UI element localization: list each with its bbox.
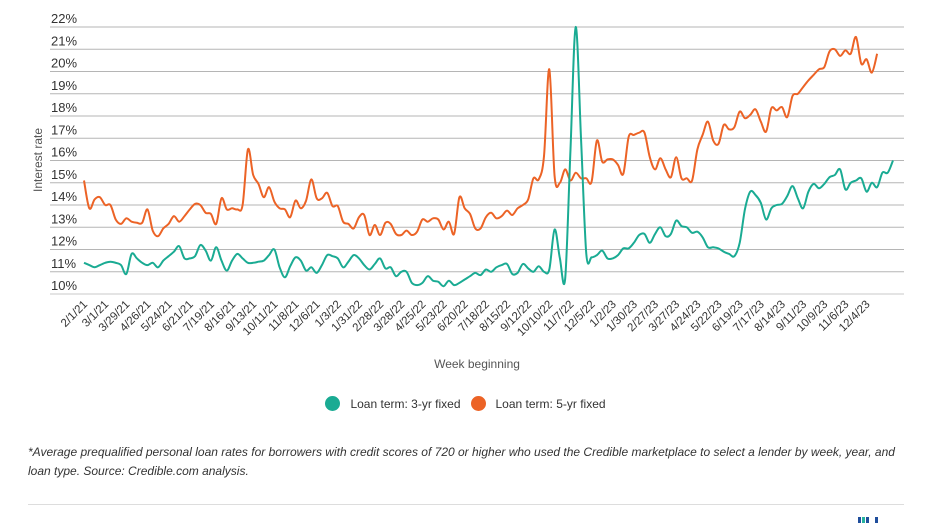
brand-logo-icon [858,517,878,523]
y-tick-label: 22% [51,11,77,26]
series-lines [83,25,894,288]
y-tick-label: 18% [51,100,77,115]
y-axis-title: Interest rate [31,128,45,192]
y-tick-label: 10% [51,278,77,293]
y-tick-label: 13% [51,211,77,226]
legend: Loan term: 3-yr fixed Loan term: 5-yr fi… [0,396,931,411]
legend-item-3yr[interactable]: Loan term: 3-yr fixed [325,396,461,411]
y-tick-label: 14% [51,189,77,204]
y-tick-label: 11% [51,256,76,271]
line-chart: 22%21%20%19%18%17%16%15%14%13%12%11%10% … [31,11,904,371]
x-axis-title: Week beginning [434,357,520,371]
legend-dot-5yr-icon [470,396,486,411]
footnote: *Average prequalified personal loan rate… [28,445,895,478]
y-tick-label: 12% [51,234,77,249]
y-axis-ticks: 22% 21% 20% 19% 18% 17% 16% 15% 14% 13% 12% 11% 10% [51,11,77,293]
y-tick-label: 16% [51,145,77,160]
y-tick-label: 19% [51,78,77,93]
legend-label-5yr: Loan term: 5-yr fixed [495,396,606,411]
gridlines [50,26,904,295]
y-tick-label: 21% [51,33,77,48]
series-line-3yr [83,25,894,288]
y-tick-label: 15% [51,167,77,182]
series-line-5yr [83,35,879,238]
legend-item-5yr[interactable]: Loan term: 5-yr fixed [470,396,606,411]
legend-dot-3yr-icon [325,396,341,411]
legend-label-3yr: Loan term: 3-yr fixed [350,396,461,411]
y-tick-label: 17% [51,122,77,137]
y-tick-label: 20% [51,56,77,71]
x-axis-ticks: 2/1/213/1/213/29/214/26/215/24/216/21/21… [59,299,873,339]
divider [28,504,904,505]
